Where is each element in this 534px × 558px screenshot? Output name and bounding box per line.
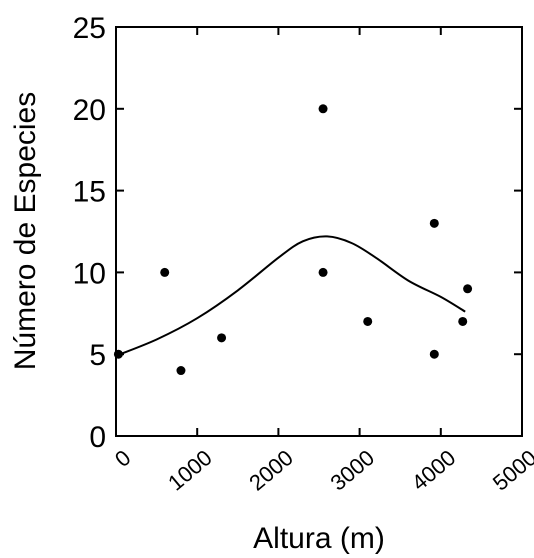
y-axis-ticks: 0 5 10 15 20 25 [73, 12, 522, 454]
y-tick-label: 15 [73, 176, 106, 209]
data-point [429, 349, 439, 359]
data-point [363, 316, 373, 326]
data-point [318, 104, 328, 114]
x-tick-label: 2000 [244, 445, 298, 496]
data-point [458, 316, 468, 326]
fit-curve [115, 235, 466, 357]
data-point [113, 349, 123, 359]
data-points [113, 104, 473, 376]
x-tick-label: 4000 [407, 445, 461, 496]
x-tick-label: 5000 [488, 445, 534, 496]
y-tick-label: 5 [89, 339, 106, 372]
x-tick-label: 0 [110, 445, 135, 472]
y-axis-title: Número de Especies [9, 92, 42, 370]
fit-curve-group [115, 235, 466, 357]
data-point [217, 333, 227, 343]
data-point [318, 267, 328, 277]
y-tick-label: 25 [73, 12, 106, 45]
plot-frame [115, 26, 523, 437]
x-axis-ticks: 0 1000 2000 3000 4000 5000 [110, 27, 534, 496]
x-tick-label: 1000 [163, 445, 217, 496]
data-point [463, 284, 473, 294]
data-point [160, 267, 170, 277]
data-point [176, 366, 186, 376]
y-tick-label: 0 [89, 421, 106, 454]
data-point [429, 218, 439, 228]
x-axis-title: Altura (m) [253, 522, 385, 555]
y-tick-label: 10 [73, 257, 106, 290]
x-tick-label: 3000 [326, 445, 380, 496]
y-tick-label: 20 [73, 94, 106, 127]
